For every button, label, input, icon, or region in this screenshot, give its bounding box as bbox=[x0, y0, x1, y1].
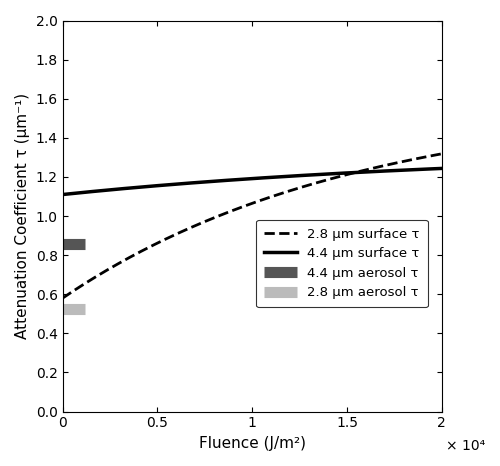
2.8 μm surface τ bbox=[60, 295, 66, 301]
2.8 μm surface τ bbox=[428, 153, 434, 158]
2.8 μm surface τ bbox=[439, 151, 445, 157]
4.4 μm surface τ bbox=[60, 192, 66, 197]
2.8 μm aerosol τ bbox=[82, 306, 88, 312]
4.4 μm surface τ bbox=[439, 165, 445, 171]
4.4 μm surface τ bbox=[79, 190, 85, 195]
Text: × 10⁴: × 10⁴ bbox=[446, 439, 485, 453]
Legend: 2.8 μm surface τ, 4.4 μm surface τ, 4.4 μm aerosol τ, 2.8 μm aerosol τ: 2.8 μm surface τ, 4.4 μm surface τ, 4.4 … bbox=[256, 219, 428, 307]
4.4 μm surface τ bbox=[428, 166, 434, 171]
4.4 μm aerosol τ bbox=[54, 241, 60, 247]
Line: 4.4 μm surface τ: 4.4 μm surface τ bbox=[62, 168, 442, 194]
2.8 μm surface τ bbox=[358, 168, 364, 174]
4.4 μm surface τ bbox=[358, 170, 364, 175]
4.4 μm surface τ bbox=[428, 166, 434, 171]
Line: 2.8 μm surface τ: 2.8 μm surface τ bbox=[62, 154, 442, 298]
Y-axis label: Attenuation Coefficient τ (μm⁻¹): Attenuation Coefficient τ (μm⁻¹) bbox=[15, 93, 30, 339]
2.8 μm surface τ bbox=[234, 206, 240, 212]
2.8 μm surface τ bbox=[244, 202, 250, 208]
2.8 μm aerosol τ bbox=[54, 306, 60, 312]
4.4 μm surface τ bbox=[234, 177, 240, 182]
2.8 μm surface τ bbox=[428, 153, 434, 159]
4.4 μm aerosol τ bbox=[82, 241, 88, 247]
2.8 μm surface τ bbox=[79, 283, 85, 288]
4.4 μm surface τ bbox=[244, 176, 250, 182]
X-axis label: Fluence (J/m²): Fluence (J/m²) bbox=[198, 436, 306, 451]
